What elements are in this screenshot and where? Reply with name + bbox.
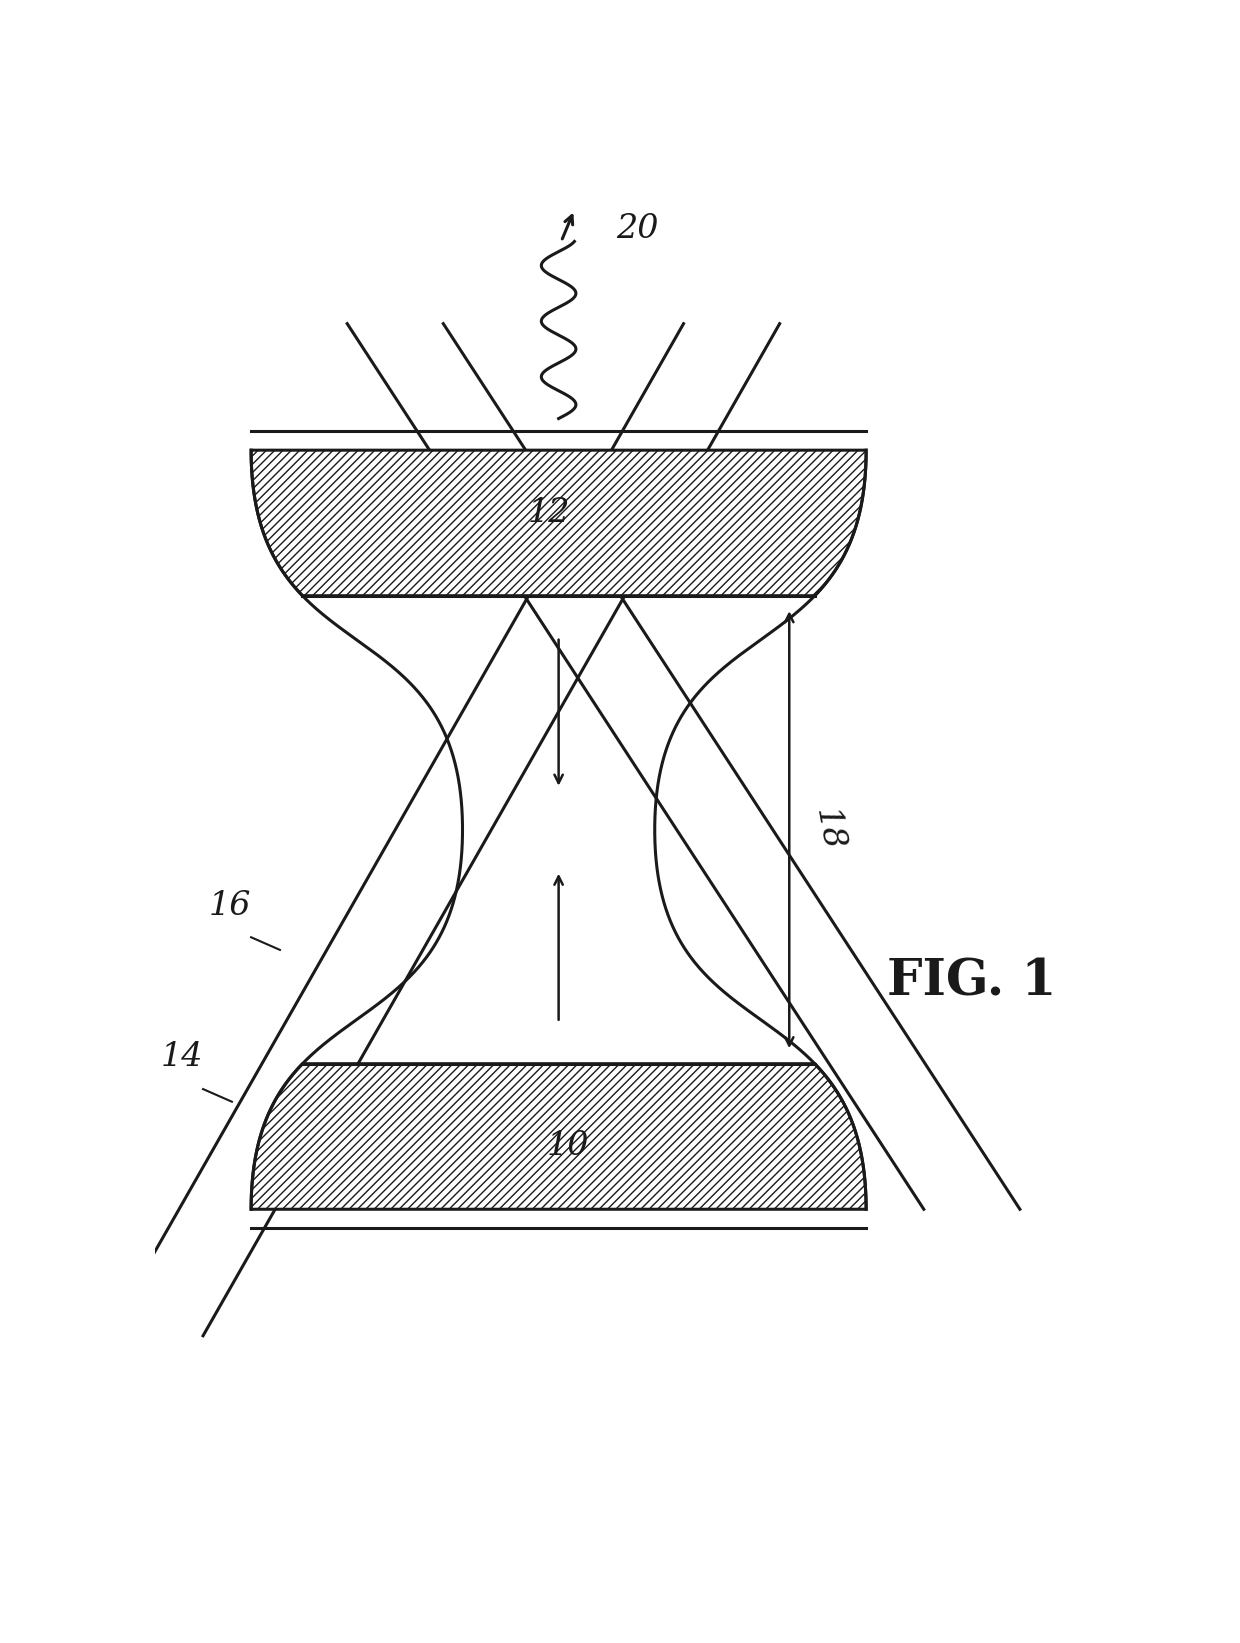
Text: 20: 20	[616, 214, 658, 245]
Text: 18: 18	[808, 807, 847, 853]
Text: 12: 12	[528, 498, 570, 529]
Polygon shape	[250, 450, 866, 596]
Text: 14: 14	[160, 1042, 203, 1073]
Text: FIG. 1: FIG. 1	[887, 956, 1056, 1006]
Text: 10: 10	[547, 1130, 589, 1162]
Text: 16: 16	[208, 889, 250, 922]
Polygon shape	[250, 1063, 866, 1209]
